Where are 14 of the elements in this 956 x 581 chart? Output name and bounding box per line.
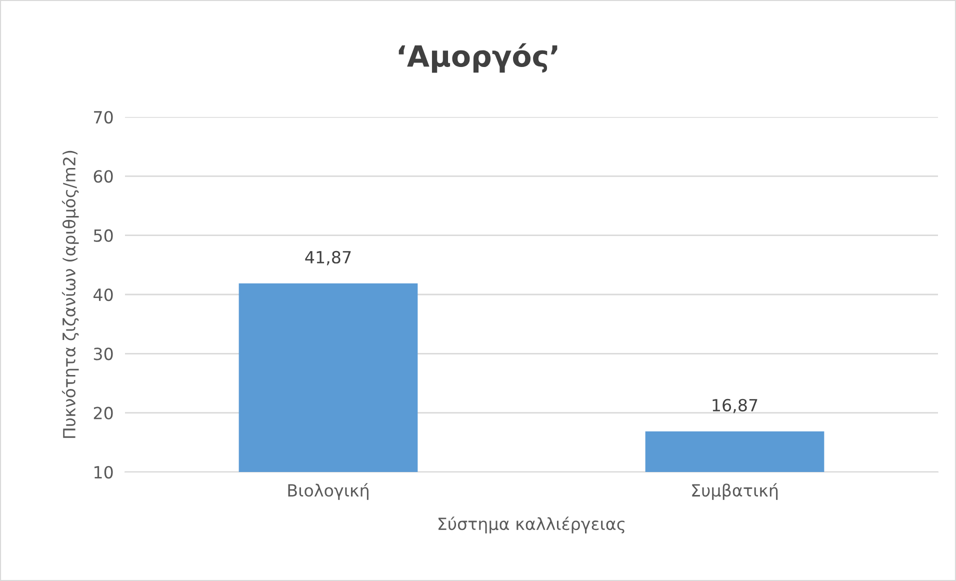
y-tick-label: 70 (94, 110, 113, 124)
data-label: 41,87 (305, 250, 351, 266)
data-label: 16,87 (712, 398, 758, 414)
x-axis-title: Σύστημα καλλιέργειας (438, 516, 624, 534)
y-tick-label: 60 (94, 170, 113, 183)
y-tick-label: 30 (94, 348, 113, 360)
y-tick-label: 20 (94, 406, 113, 420)
y-tick-label: 10 (94, 466, 113, 479)
x-tick-label: Συμβατική (692, 483, 778, 500)
y-tick-label: 50 (94, 229, 113, 242)
y-tick-label: 40 (93, 288, 113, 302)
chart-title: ‘Αμοργός’ (398, 43, 558, 73)
x-tick-label: Βιολογική (288, 483, 368, 500)
y-axis-title: Πυκνότητα ζιζανίων (αριθμός/m2) (62, 150, 79, 438)
